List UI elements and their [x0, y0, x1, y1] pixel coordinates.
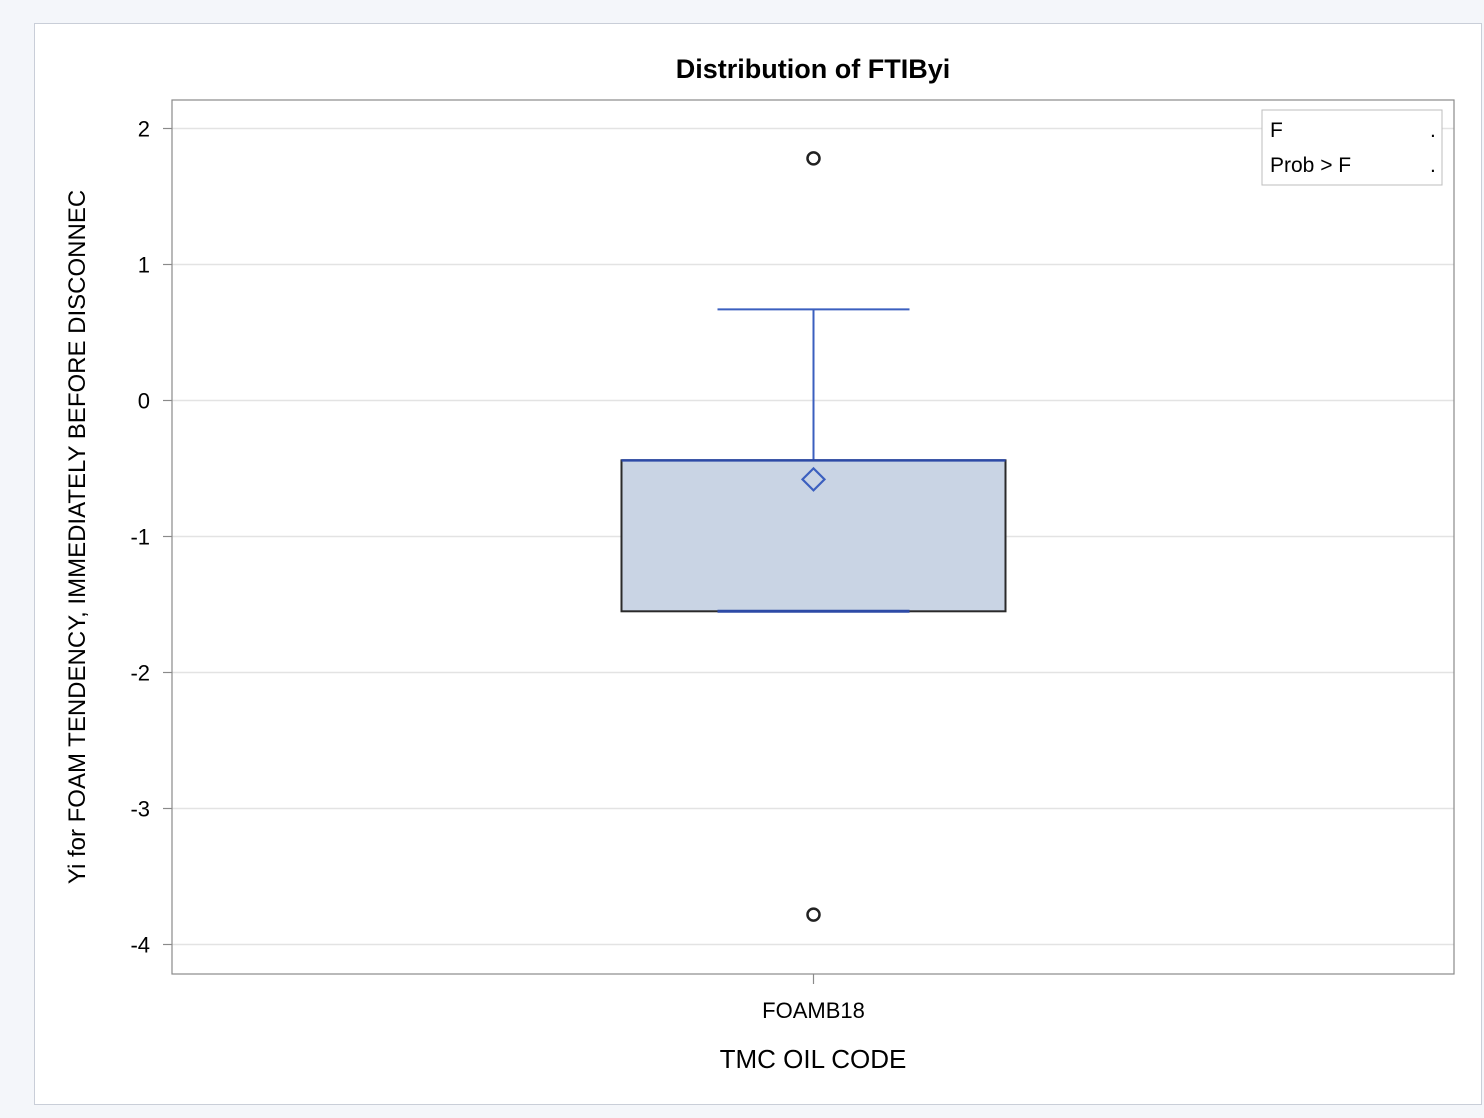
stats-inset-border	[1261, 109, 1443, 186]
stats-inset: F . Prob > F .	[1261, 109, 1443, 186]
stats-inset-label-prob: Prob > F	[1270, 154, 1351, 177]
y-tick-label: -3	[130, 797, 150, 822]
grid-lines	[172, 127, 1454, 946]
y-tick-label: -4	[130, 933, 150, 958]
stats-inset-value-f: .	[1430, 119, 1436, 142]
stats-inset-value-prob: .	[1430, 154, 1436, 177]
box-plot-layer	[620, 151, 1007, 922]
y-axis-label: Yi for FOAM TENDENCY, IMMEDIATELY BEFORE…	[64, 190, 91, 884]
stats-inset-label-f: F	[1270, 119, 1283, 142]
x-axis: FOAMB18	[762, 974, 865, 1023]
mean-marker	[800, 466, 827, 492]
y-tick-label: 0	[138, 389, 150, 414]
y-tick-label: 2	[138, 117, 150, 142]
y-tick-label: -1	[130, 525, 150, 550]
x-axis-label: TMC OIL CODE	[720, 1044, 907, 1074]
chart-title: Distribution of FTIByi	[676, 54, 950, 84]
x-tick-label: FOAMB18	[762, 998, 865, 1023]
y-tick-label: -2	[130, 661, 150, 686]
y-axis: 2 1 0 -1 -2 -3 -4	[130, 117, 172, 958]
outlier-point	[806, 907, 821, 922]
outlier-point	[806, 151, 821, 166]
y-tick-label: 1	[138, 253, 150, 278]
